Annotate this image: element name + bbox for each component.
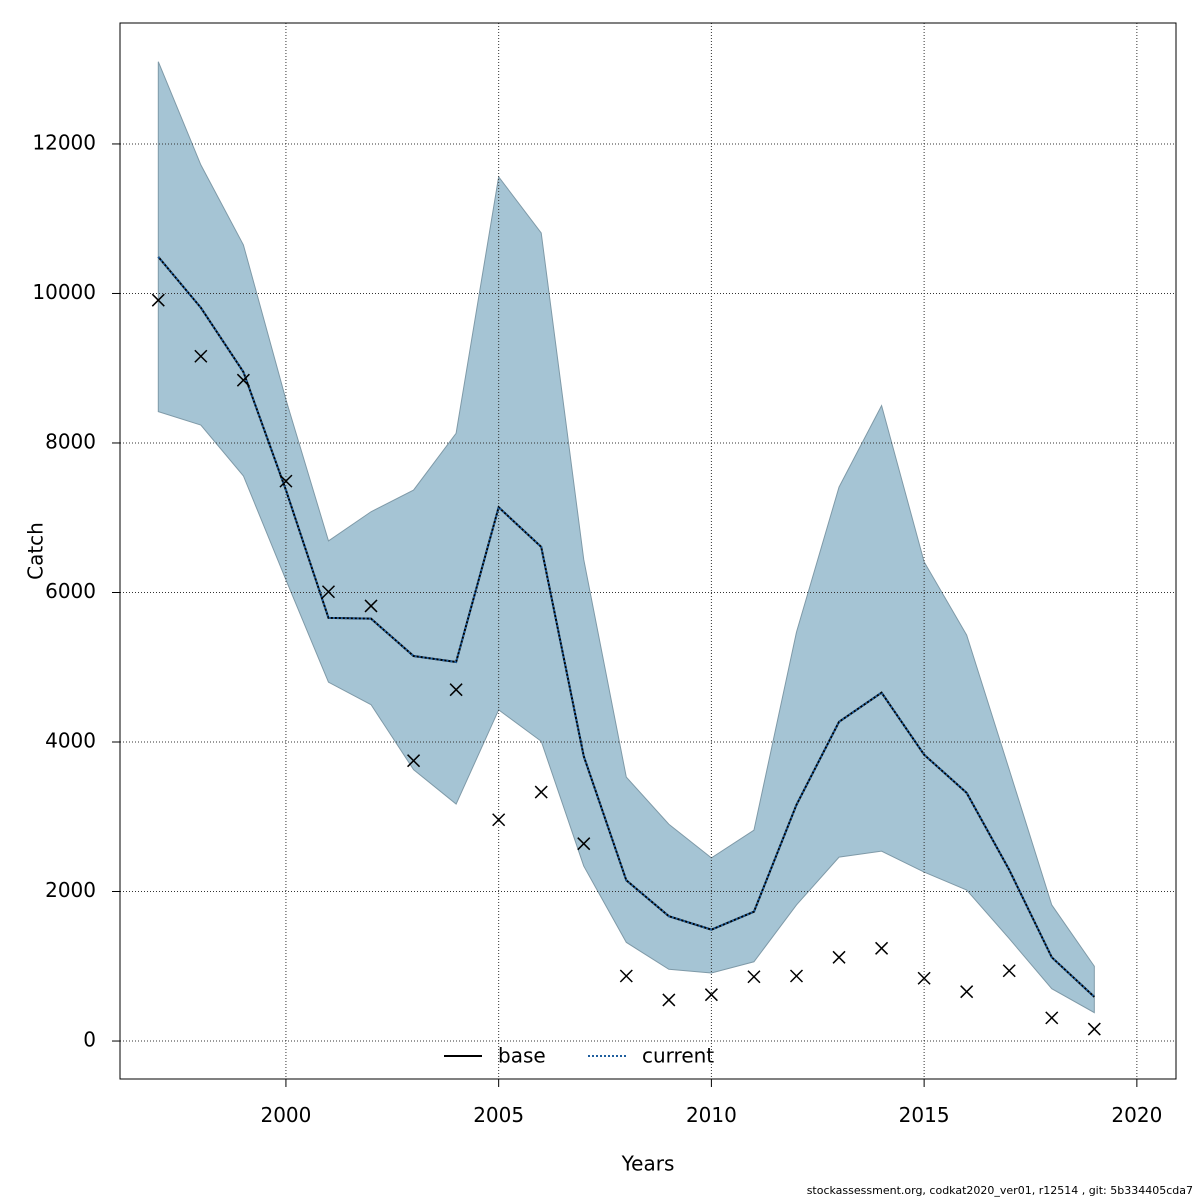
observation [747, 970, 761, 984]
observation [704, 988, 718, 1002]
observation [832, 950, 846, 964]
observation [364, 599, 378, 613]
x-tick-label: 2020 [1111, 1103, 1162, 1127]
observation [789, 969, 804, 983]
y-axis-label: Catch [24, 522, 48, 580]
observation [1045, 1011, 1059, 1025]
y-tick-label: 12000 [32, 130, 96, 154]
x-tick-label: 2015 [899, 1103, 950, 1127]
observation [194, 349, 208, 363]
observation [407, 754, 421, 768]
y-tick-label: 6000 [45, 579, 96, 603]
y-tick-label: 2000 [45, 878, 96, 902]
observation [534, 785, 548, 799]
confidence-band [157, 61, 1095, 1014]
y-tick-label: 0 [83, 1028, 96, 1052]
y-tick-label: 4000 [45, 729, 96, 753]
plot-frame [119, 22, 1177, 1080]
observation [577, 837, 591, 851]
observation [279, 474, 293, 488]
footer: stockassessment.org, codkat2020_ver01, r… [807, 1184, 1193, 1197]
x-tick-label: 2010 [686, 1103, 737, 1127]
observation [960, 985, 974, 999]
x-axis-label: Years [621, 1152, 675, 1176]
observation [619, 969, 633, 983]
observation [321, 585, 336, 599]
observation [662, 993, 676, 1007]
y-tick-label: 10000 [32, 280, 96, 304]
y-tick-label: 8000 [45, 429, 96, 453]
legend-label: base [498, 1044, 546, 1068]
observation [1087, 1022, 1101, 1036]
legend-label: current [642, 1044, 714, 1068]
observation [449, 683, 463, 697]
observation [492, 813, 506, 827]
observation [1002, 964, 1016, 978]
observation [236, 373, 250, 387]
observation [875, 941, 889, 955]
x-tick-label: 2005 [473, 1103, 524, 1127]
x-tick-label: 2000 [260, 1103, 311, 1127]
observation [151, 293, 165, 307]
observation [917, 971, 931, 985]
series-line [157, 256, 1095, 998]
